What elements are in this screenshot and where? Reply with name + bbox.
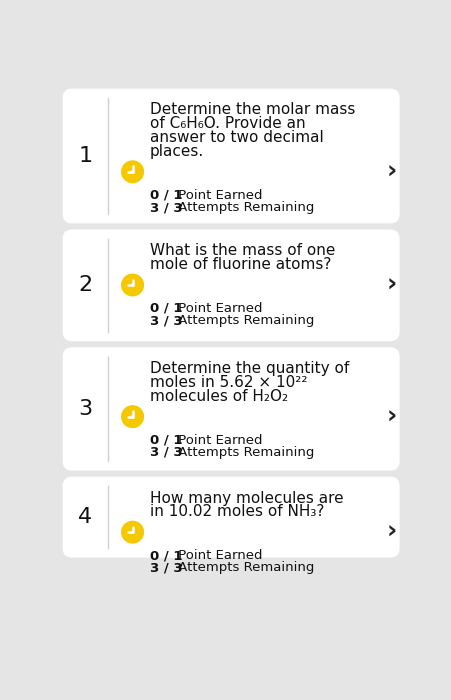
- Text: Attempts Remaining: Attempts Remaining: [174, 446, 314, 459]
- Text: Point Earned: Point Earned: [174, 189, 262, 202]
- Text: Determine the quantity of: Determine the quantity of: [150, 361, 349, 376]
- Text: of C₆H₆O. Provide an: of C₆H₆O. Provide an: [150, 116, 306, 132]
- Text: 0 / 1: 0 / 1: [150, 189, 183, 202]
- Text: moles in 5.62 × 10²²: moles in 5.62 × 10²²: [150, 375, 308, 390]
- Text: in 10.02 moles of NH₃?: in 10.02 moles of NH₃?: [150, 505, 324, 519]
- Text: molecules of H₂O₂: molecules of H₂O₂: [150, 389, 288, 404]
- Circle shape: [122, 274, 143, 295]
- Text: 3 / 3: 3 / 3: [150, 201, 183, 214]
- FancyBboxPatch shape: [63, 477, 400, 557]
- Text: What is the mass of one: What is the mass of one: [150, 244, 336, 258]
- Text: 0 / 1: 0 / 1: [150, 549, 183, 562]
- Circle shape: [122, 161, 143, 183]
- Text: 3 / 3: 3 / 3: [150, 561, 183, 575]
- Text: 3: 3: [78, 399, 92, 419]
- Text: How many molecules are: How many molecules are: [150, 491, 344, 505]
- Circle shape: [132, 416, 133, 417]
- Text: 1: 1: [78, 146, 92, 166]
- Text: ›: ›: [387, 160, 397, 184]
- Text: 3 / 3: 3 / 3: [150, 314, 183, 327]
- Text: Attempts Remaining: Attempts Remaining: [174, 561, 314, 575]
- Text: Determine the molar mass: Determine the molar mass: [150, 102, 355, 118]
- Circle shape: [122, 522, 143, 543]
- Text: Point Earned: Point Earned: [174, 549, 262, 562]
- Text: places.: places.: [150, 144, 204, 159]
- FancyBboxPatch shape: [63, 347, 400, 470]
- Circle shape: [122, 406, 143, 428]
- Text: 3 / 3: 3 / 3: [150, 446, 183, 459]
- Text: 4: 4: [78, 507, 92, 527]
- Circle shape: [132, 171, 133, 173]
- Text: 0 / 1: 0 / 1: [150, 433, 183, 447]
- Text: ›: ›: [387, 273, 397, 297]
- Text: 0 / 1: 0 / 1: [150, 302, 183, 315]
- Text: ›: ›: [387, 405, 397, 428]
- Text: ›: ›: [387, 520, 397, 544]
- FancyBboxPatch shape: [63, 89, 400, 223]
- Text: Attempts Remaining: Attempts Remaining: [174, 314, 314, 327]
- Text: Attempts Remaining: Attempts Remaining: [174, 201, 314, 214]
- Text: answer to two decimal: answer to two decimal: [150, 130, 324, 145]
- Circle shape: [132, 284, 133, 286]
- Circle shape: [132, 531, 133, 533]
- FancyBboxPatch shape: [63, 230, 400, 341]
- Text: 2: 2: [78, 275, 92, 295]
- Text: mole of fluorine atoms?: mole of fluorine atoms?: [150, 258, 331, 272]
- Text: Point Earned: Point Earned: [174, 302, 262, 315]
- Text: Point Earned: Point Earned: [174, 433, 262, 447]
